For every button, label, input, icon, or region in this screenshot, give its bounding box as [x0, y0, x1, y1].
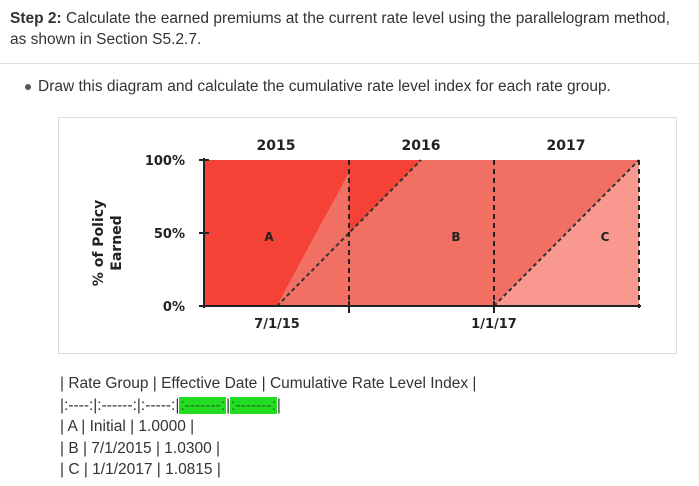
x-label-1-1-17: 1/1/17	[471, 317, 517, 332]
table-row-a: | A | Initial | 1.0000 |	[60, 418, 195, 435]
y-axis-title-line2: Earned	[109, 215, 125, 270]
table-separator-end: |	[276, 396, 281, 414]
parallelogram-diagram: 2015 2016 2017 100% 50% 0% % of Policy E…	[58, 117, 677, 354]
bullet-icon	[25, 84, 31, 90]
x-label-7-1-15: 7/1/15	[254, 317, 300, 332]
table-separator-highlight-1: :-------:	[179, 396, 227, 414]
step-paragraph: Step 2: Calculate the earned premiums at…	[10, 8, 690, 50]
diagonal-line-2	[493, 159, 640, 307]
year-label-2017: 2017	[547, 138, 586, 154]
rate-level-table-text: | Rate Group | Effective Date | Cumulati…	[60, 373, 476, 481]
section-divider	[0, 63, 699, 64]
step-label: Step 2:	[10, 10, 62, 27]
year-label-2016: 2016	[402, 138, 441, 154]
table-separator-mid: |	[226, 396, 231, 414]
table-separator-line: |:----:|:------:|:-----:|:-------:|:----…	[60, 395, 476, 417]
y-axis-title-line1: % of Policy	[91, 200, 107, 286]
step-text: Calculate the earned premiums at the cur…	[10, 10, 670, 48]
region-label-c: C	[601, 230, 610, 244]
table-separator-start: |:----:|:------:|:-----:|	[60, 396, 180, 414]
bullet-text: Draw this diagram and calculate the cumu…	[38, 78, 611, 95]
y-tick-label-0: 0%	[163, 300, 185, 315]
y-tick-label-100: 100%	[145, 154, 185, 169]
diagonal-line-1	[276, 159, 422, 307]
diagram-svg: 2015 2016 2017 100% 50% 0% % of Policy E…	[91, 138, 641, 332]
y-tick-label-50: 50%	[154, 227, 185, 242]
region-label-b: B	[451, 230, 460, 244]
table-separator-highlight-2: :-------:	[230, 396, 277, 414]
table-header-line: | Rate Group | Effective Date | Cumulati…	[60, 375, 477, 392]
year-label-2015: 2015	[257, 138, 296, 154]
region-a-fill	[204, 160, 364, 306]
region-label-a: A	[264, 230, 274, 244]
table-row-b: | B | 7/1/2015 | 1.0300 |	[60, 439, 221, 457]
table-row-c: | C | 1/1/2017 | 1.0815 |	[60, 461, 221, 478]
